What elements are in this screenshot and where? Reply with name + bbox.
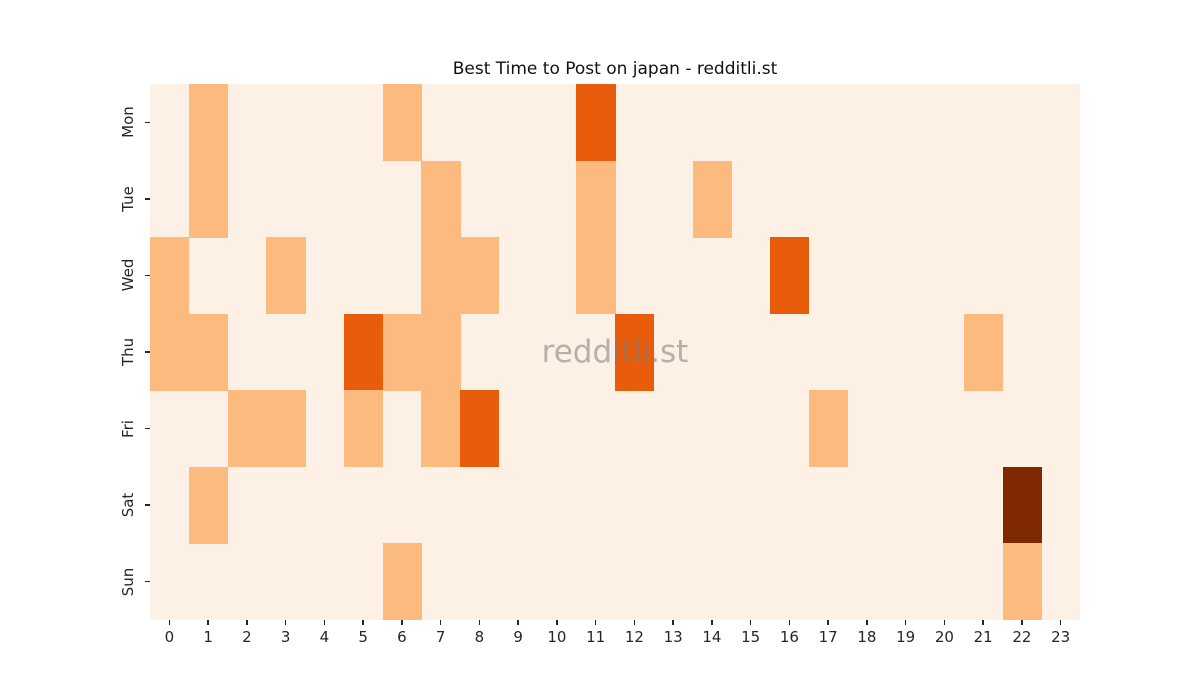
x-axis-label-8: 8 <box>474 628 485 646</box>
y-axis-label-fri: Fri <box>119 419 137 438</box>
x-axis-tick-7 <box>439 620 442 625</box>
x-axis-label-7: 7 <box>435 628 446 646</box>
heatmap-cell-sat-1 <box>188 466 228 544</box>
heatmap-cell-sun-22 <box>1002 543 1042 621</box>
x-axis-tick-18 <box>866 620 868 625</box>
heatmap-cell-wed-7 <box>421 237 461 315</box>
x-axis-label-0: 0 <box>164 628 175 646</box>
heatmap-cell-wed-3 <box>266 237 306 315</box>
y-axis-label-mon: Mon <box>119 106 137 139</box>
y-axis-tick-wed <box>145 274 150 277</box>
heatmap-cell-wed-16 <box>770 237 810 315</box>
x-axis-tick-16 <box>788 620 791 625</box>
x-axis-label-23: 23 <box>1051 628 1071 646</box>
x-axis-label-14: 14 <box>702 628 722 646</box>
x-axis-label-3: 3 <box>280 628 291 646</box>
heatmap-cell-wed-11 <box>576 237 616 315</box>
y-axis-tick-fri <box>145 427 150 430</box>
heatmap-cell-fri-17 <box>808 390 848 468</box>
heatmap-cell-thu-1 <box>188 313 228 391</box>
x-axis-tick-13 <box>672 620 674 625</box>
heatmap-cell-wed-0 <box>150 237 190 315</box>
x-axis-label-4: 4 <box>319 628 330 646</box>
heatmap-cell-thu-21 <box>963 313 1003 391</box>
heatmap-cell-wed-8 <box>460 237 500 315</box>
heatmap-grid <box>150 84 1080 621</box>
x-axis-label-6: 6 <box>397 628 407 646</box>
x-axis-tick-3 <box>284 620 287 625</box>
heatmap-cell-fri-7 <box>421 390 461 468</box>
heatmap-cell-thu-0 <box>150 313 190 391</box>
heatmap-cell-thu-6 <box>382 313 422 391</box>
heatmap-cell-thu-7 <box>421 313 461 391</box>
x-axis-label-18: 18 <box>857 628 877 646</box>
y-axis-label-wed: Wed <box>119 259 137 292</box>
x-axis-label-10: 10 <box>547 628 567 646</box>
x-axis-label-5: 5 <box>358 628 368 646</box>
y-axis-tick-mon <box>145 121 150 123</box>
x-axis-label-17: 17 <box>818 628 838 646</box>
heatmap-cell-mon-1 <box>188 84 228 162</box>
y-axis-label-sun: Sun <box>119 567 137 596</box>
y-axis-tick-sun <box>145 581 150 583</box>
heatmap-cell-fri-8 <box>460 390 500 468</box>
x-axis-label-19: 19 <box>896 628 916 646</box>
x-axis-label-21: 21 <box>973 628 993 646</box>
chart-title: Best Time to Post on japan - redditli.st <box>452 59 778 79</box>
x-axis-tick-4 <box>323 620 326 625</box>
x-axis-tick-0 <box>168 620 171 625</box>
x-axis-label-2: 2 <box>242 628 252 646</box>
x-axis-tick-5 <box>362 620 364 625</box>
heatmap-cell-sun-6 <box>382 543 422 621</box>
x-axis-tick-12 <box>633 620 636 625</box>
x-axis-tick-20 <box>943 620 946 625</box>
x-axis-tick-19 <box>904 620 907 625</box>
heatmap-cell-mon-11 <box>576 84 616 162</box>
x-axis-tick-23 <box>1059 620 1062 625</box>
x-axis-label-12: 12 <box>624 628 644 646</box>
heatmap-cell-tue-14 <box>692 160 732 238</box>
y-axis-label-tue: Tue <box>119 186 137 212</box>
x-axis-tick-21 <box>982 620 984 625</box>
y-axis-tick-thu <box>145 351 150 353</box>
x-axis-tick-8 <box>478 620 481 625</box>
x-axis-label-15: 15 <box>741 628 761 646</box>
x-axis-label-13: 13 <box>663 628 683 646</box>
x-axis-tick-9 <box>517 620 519 625</box>
heatmap-cell-tue-7 <box>421 160 461 238</box>
heatmap-cell-thu-5 <box>343 313 383 391</box>
heatmap-cell-sat-22 <box>1002 466 1042 544</box>
x-axis-tick-15 <box>749 620 752 625</box>
y-axis-label-sat: Sat <box>119 492 137 518</box>
x-axis-label-20: 20 <box>934 628 954 646</box>
x-axis-tick-14 <box>711 620 713 625</box>
heatmap-cell-fri-3 <box>266 390 306 468</box>
heatmap-cell-fri-5 <box>343 390 383 468</box>
x-axis-tick-1 <box>207 620 209 625</box>
y-axis-tick-sat <box>145 504 150 506</box>
heatmap-cell-fri-2 <box>227 390 267 468</box>
heatmap-cell-mon-6 <box>382 84 422 162</box>
x-axis-label-16: 16 <box>779 628 799 646</box>
x-axis-label-11: 11 <box>586 628 606 646</box>
x-axis-tick-22 <box>1021 620 1023 625</box>
x-axis-tick-6 <box>401 620 403 625</box>
heatmap-cell-tue-1 <box>188 160 228 238</box>
x-axis-tick-11 <box>594 620 597 625</box>
x-axis-label-9: 9 <box>513 628 523 646</box>
heatmap-cell-tue-11 <box>576 160 616 238</box>
heatmap-cell-thu-12 <box>615 313 655 391</box>
x-axis-tick-17 <box>827 620 829 625</box>
x-axis-label-22: 22 <box>1012 628 1032 646</box>
y-axis-label-thu: Thu <box>119 337 137 367</box>
x-axis-label-1: 1 <box>203 628 213 646</box>
x-axis-tick-10 <box>556 620 558 625</box>
x-axis-tick-2 <box>246 620 248 625</box>
y-axis-tick-tue <box>145 198 150 200</box>
